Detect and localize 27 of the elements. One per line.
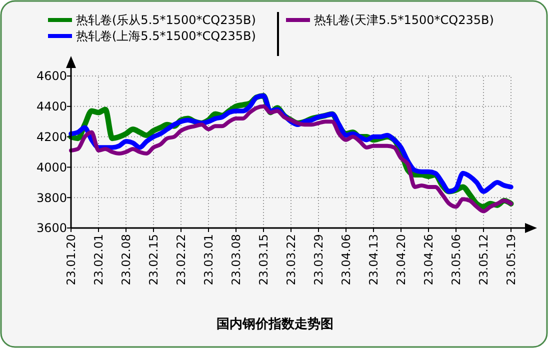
x-tick-label: 23.01.20: [64, 234, 78, 286]
x-tick-label: 23.04.20: [394, 234, 408, 286]
x-tick-label: 23.04.13: [366, 234, 380, 286]
y-tick-label: 3600: [36, 221, 67, 236]
legend-label: 热轧卷(乐从5.5*1500*CQ235B): [76, 13, 256, 28]
x-tick-label: 23.03.01: [202, 234, 216, 286]
x-tick-label: 23.02.08: [119, 234, 133, 286]
x-tick-label: 23.04.06: [339, 234, 353, 286]
x-tick-label: 23.05.06: [449, 234, 463, 286]
x-tick-label: 23.03.15: [256, 234, 270, 286]
x-tick-label: 23.03.29: [312, 234, 326, 286]
x-tick-label: 23.04.26: [422, 234, 436, 286]
x-tick-label: 23.05.19: [504, 234, 518, 286]
legend-label: 热轧卷(上海5.5*1500*CQ235B): [76, 29, 256, 44]
x-tick-label: 23.02.15: [146, 234, 160, 286]
y-tick-label: 4600: [36, 69, 67, 84]
x-tick-label: 23.02.22: [174, 234, 188, 286]
x-tick-label: 23.03.08: [229, 234, 243, 286]
x-tick-label: 23.05.12: [476, 234, 490, 286]
legend-label: 热轧卷(天津5.5*1500*CQ235B): [314, 13, 494, 28]
text: 国内钢价指数走势图: [216, 316, 334, 332]
x-tick-label: 23.03.22: [284, 234, 298, 286]
x-tick-label: 23.02.01: [92, 234, 106, 286]
y-tick-label: 3800: [36, 190, 67, 205]
y-tick-label: 4400: [36, 100, 67, 114]
y-tick-label: 4200: [36, 130, 67, 144]
y-tick-label: 4000: [36, 160, 67, 174]
